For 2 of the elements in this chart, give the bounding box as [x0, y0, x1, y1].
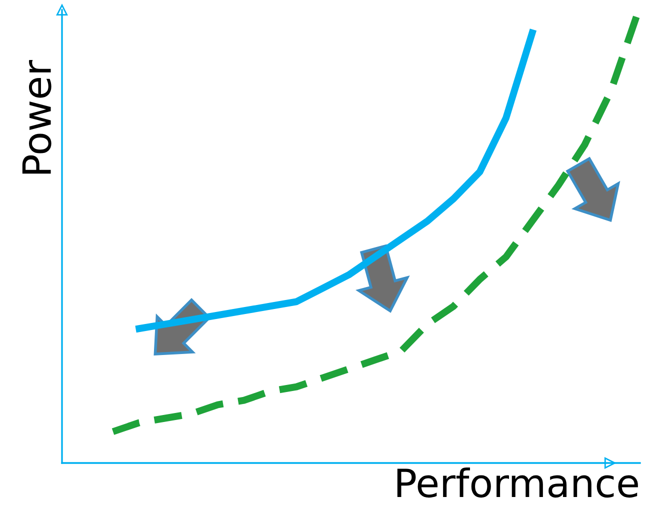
x-axis-title: Performance: [397, 467, 638, 498]
y-axis-title: Power: [22, 60, 52, 174]
